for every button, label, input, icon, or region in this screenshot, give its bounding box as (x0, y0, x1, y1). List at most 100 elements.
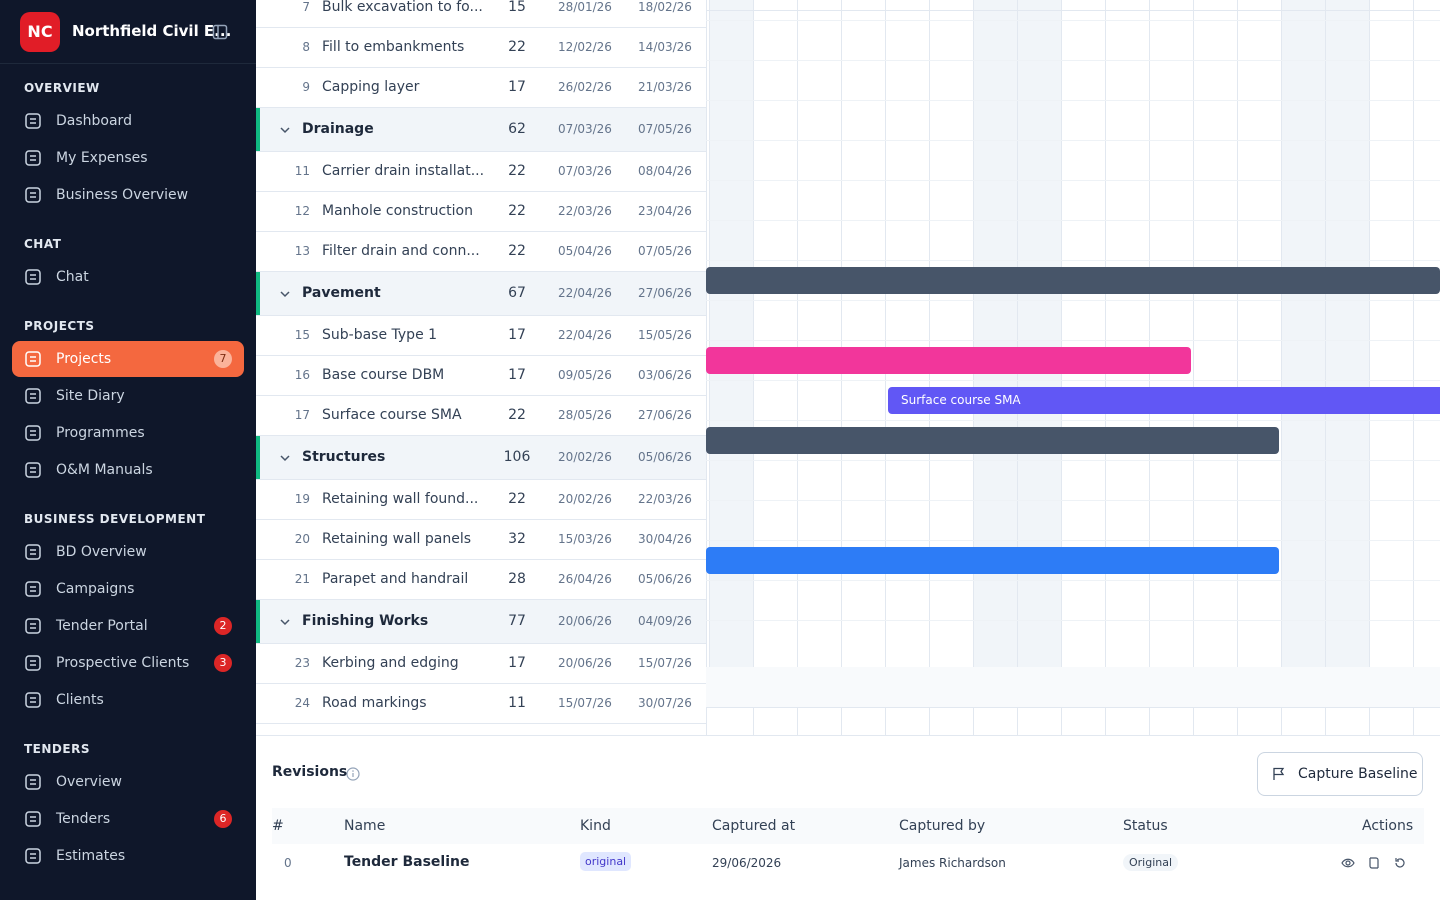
row-number: 12 (294, 204, 310, 218)
column-header: Name (344, 818, 386, 834)
column-header: Actions (1362, 818, 1414, 834)
footer-tick (1369, 708, 1370, 736)
task-row[interactable]: 13 Filter drain and conn... 22 05/04/26 07/0… (256, 232, 706, 272)
row-line (706, 460, 1440, 461)
nav-item[interactable]: Dashboard (12, 103, 244, 139)
task-name: Filter drain and conn... (322, 243, 480, 259)
column-header: # (272, 818, 284, 834)
row-number: 23 (294, 656, 310, 670)
revisions-title: Revisions (272, 764, 348, 780)
task-row[interactable]: 8 Fill to embankments 22 12/02/26 14/03/26 (256, 28, 706, 68)
nav-item[interactable]: Tender Portal 2 (12, 608, 244, 644)
task-row[interactable]: 21 Parapet and handrail 28 26/04/26 05/06/26 (256, 560, 706, 600)
action-icon[interactable] (1341, 856, 1355, 870)
section-title: BUSINESS DEVELOPMENT (24, 512, 206, 526)
task-name: Capping layer (322, 79, 420, 95)
main: 7 Bulk excavation to fo... 15 28/01/26 18/02… (256, 0, 1440, 900)
group-name: Structures (302, 449, 386, 465)
spacer (0, 256, 256, 258)
group-name: Pavement (302, 285, 381, 301)
chevron[interactable] (279, 288, 291, 300)
day-label: 01/04 (1061, 0, 1105, 2)
day-label: 26/03 (797, 0, 841, 2)
row-number: 19 (294, 492, 310, 506)
nav-item[interactable]: Overview (12, 764, 244, 800)
duration: 28 (508, 571, 526, 587)
nav-item[interactable]: Prospective Clients 3 (12, 645, 244, 681)
timeline-footer (706, 667, 1440, 708)
nav-item[interactable]: My Expenses (12, 140, 244, 176)
footer-tick (1061, 708, 1062, 736)
group-row[interactable]: Finishing Works 77 20/06/26 04/09/26 (256, 600, 706, 644)
end-date: 27/06/26 (638, 286, 692, 300)
row-number: 7 (302, 0, 310, 14)
nav-badge: 7 (214, 350, 232, 368)
task-row[interactable]: 23 Kerbing and edging 17 20/06/26 15/07/26 (256, 644, 706, 684)
nav-label: Chat (56, 269, 89, 285)
action-icon[interactable] (1367, 856, 1381, 870)
chevron[interactable] (279, 124, 291, 136)
start-date: 07/03/26 (558, 164, 612, 178)
nav-item[interactable]: Campaigns (12, 571, 244, 607)
info-icon[interactable] (346, 767, 360, 781)
nav-item[interactable]: Projects 7 (12, 341, 244, 377)
group-row[interactable]: Drainage 62 07/03/26 07/05/26 (256, 108, 706, 152)
task-row[interactable]: 24 Road markings 11 15/07/26 30/07/26 (256, 684, 706, 724)
task-row[interactable]: 15 Sub-base Type 1 17 22/04/26 15/05/26 (256, 316, 706, 356)
nav-label: Overview (56, 774, 122, 790)
nav-item[interactable]: Business Overview (12, 177, 244, 213)
nav-section: BUSINESS DEVELOPMENT BD Overview Campaigns… (0, 507, 256, 718)
group-row[interactable]: Structures 106 20/02/26 05/06/26 (256, 436, 706, 480)
row-line (706, 20, 1440, 21)
start-date: 22/04/26 (558, 328, 612, 342)
day-column (1369, 0, 1414, 667)
task-row[interactable]: 20 Retaining wall panels 32 15/03/26 30/04/2… (256, 520, 706, 560)
footer-tick (929, 708, 930, 736)
nav-icon (25, 544, 41, 560)
collapse-icon[interactable] (212, 24, 228, 40)
chevron[interactable] (279, 616, 291, 628)
gantt-bar[interactable]: Surface course SMA (888, 387, 1440, 414)
gantt-bar[interactable] (706, 427, 1279, 454)
task-row[interactable]: 16 Base course DBM 17 09/05/26 03/06/26 (256, 356, 706, 396)
capture-baseline-button[interactable]: Capture Baseline (1257, 752, 1423, 796)
nav-item[interactable]: O&M Manuals (12, 452, 244, 488)
gantt-bar[interactable] (706, 267, 1440, 294)
end-date: 21/03/26 (638, 80, 692, 94)
chevron[interactable] (279, 452, 291, 464)
nav-item[interactable]: BD Overview (12, 534, 244, 570)
group-accent (256, 600, 260, 643)
kind-pill: original (580, 852, 632, 871)
task-row[interactable]: 17 Surface course SMA 22 28/05/26 27/06/26 (256, 396, 706, 436)
nav-item[interactable]: Site Diary (12, 378, 244, 414)
nav-item[interactable]: Programmes (12, 415, 244, 451)
action-icon[interactable] (1393, 856, 1407, 870)
nav-item[interactable]: Chat (12, 259, 244, 295)
task-row[interactable]: 19 Retaining wall found... 22 20/02/26 22/03… (256, 480, 706, 520)
task-name: Fill to embankments (322, 39, 465, 55)
task-row[interactable]: 7 Bulk excavation to fo... 15 28/01/26 18/02… (256, 0, 706, 28)
sidebar: NC Northfield Civil E... OVERVIEW Dashboa… (0, 0, 256, 900)
group-row[interactable]: Pavement 67 22/04/26 27/06/26 (256, 272, 706, 316)
end-date: 03/06/26 (638, 368, 692, 382)
nav-item[interactable]: Tenders 6 (12, 801, 244, 837)
bar-label: Surface course SMA (901, 393, 1021, 407)
task-name: Road markings (322, 695, 427, 711)
duration: 32 (508, 531, 526, 547)
task-row[interactable]: 12 Manhole construction 22 22/03/26 23/04/26 (256, 192, 706, 232)
task-table: 7 Bulk excavation to fo... 15 28/01/26 18/02… (256, 0, 707, 736)
nav-item[interactable]: Estimates (12, 838, 244, 874)
gantt-bar[interactable] (706, 547, 1279, 574)
day-label: 07/04 (1325, 0, 1369, 2)
org-logo[interactable]: NC (20, 12, 60, 52)
nav-icon (25, 150, 41, 166)
org-name[interactable]: Northfield Civil E... (72, 22, 232, 40)
nav-item[interactable]: Clients (12, 682, 244, 718)
task-row[interactable]: 9 Capping layer 17 26/02/26 21/03/26 (256, 68, 706, 108)
duration: 17 (508, 367, 526, 383)
nav-icon (25, 187, 41, 203)
task-row[interactable]: 11 Carrier drain installat... 22 07/03/26 08… (256, 152, 706, 192)
footer-tick (753, 708, 754, 736)
row-number: 16 (294, 368, 310, 382)
gantt-bar[interactable] (706, 347, 1191, 374)
